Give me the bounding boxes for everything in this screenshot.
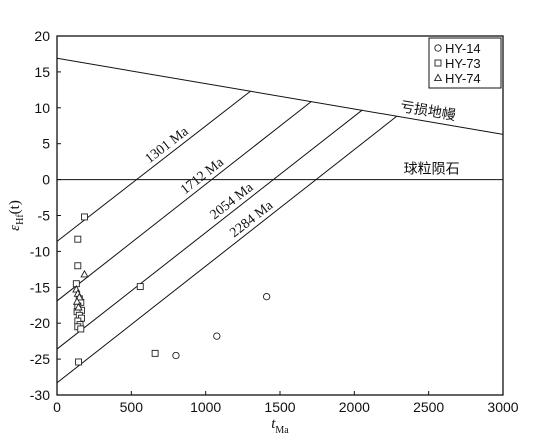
y-tick-label: 15 xyxy=(34,64,50,80)
legend-marker-square xyxy=(434,59,442,67)
circle-point xyxy=(172,351,180,360)
square-point xyxy=(81,213,88,221)
y-tick-label: 5 xyxy=(42,136,50,152)
x-tick-label: 1500 xyxy=(264,399,295,415)
x-tick-label: 500 xyxy=(120,399,144,415)
y-tick-label: -15 xyxy=(30,279,50,295)
x-axis: 0 500 1000 1500 2000 2500 3000 xyxy=(53,391,519,415)
x-tick-label: 2500 xyxy=(413,399,444,415)
legend-label: HY-14 xyxy=(445,41,481,56)
y-tick-label: -5 xyxy=(38,208,51,224)
y-tick-label: 20 xyxy=(34,28,50,44)
x-tick-label: 2000 xyxy=(339,399,370,415)
legend-marker-circle xyxy=(434,44,442,52)
square-point xyxy=(74,235,82,243)
crustal-evolution-line-2-label: 1301 Ma xyxy=(143,124,192,167)
square-point xyxy=(74,262,82,270)
legend-label: HY-73 xyxy=(445,56,481,71)
y-tick-label: 0 xyxy=(42,172,50,188)
x-axis-title: tMa xyxy=(271,416,289,434)
depleted-mantle-line xyxy=(57,57,503,135)
triangle-point xyxy=(80,269,89,278)
crustal-evolution-line-2 xyxy=(57,90,251,242)
triangle-point xyxy=(74,302,83,311)
x-tick-label: 0 xyxy=(53,399,61,415)
x-tick-label: 1000 xyxy=(190,399,221,415)
square-point xyxy=(151,349,159,357)
crustal-evolution-line-3 xyxy=(57,100,312,302)
y-tick-label: -20 xyxy=(30,315,50,331)
y-axis-title: εHf(t) xyxy=(7,200,26,231)
legend-label: HY-74 xyxy=(445,71,481,86)
square-point xyxy=(75,358,83,366)
crustal-evolution-line-3-label: 1712 Ma xyxy=(178,155,227,198)
square-point xyxy=(136,283,144,291)
y-axis: -30 -25 -20 -15 -10 -5 0 5 10 15 20 xyxy=(30,28,61,403)
plot-frame xyxy=(56,35,504,396)
depleted-mantle-line-label: 亏损地幔 xyxy=(399,99,457,124)
y-tick-label: -30 xyxy=(30,387,50,403)
square-point xyxy=(77,325,85,333)
y-tick-label: -25 xyxy=(30,351,50,367)
circle-point xyxy=(262,292,271,301)
y-tick-label: 10 xyxy=(34,100,50,116)
chondrite-line-label: 球粒陨石 xyxy=(404,162,460,178)
circle-point xyxy=(213,332,221,340)
crustal-evolution-line-5 xyxy=(57,116,397,384)
y-tick-label: -10 xyxy=(30,243,50,259)
legend-marker-triangle xyxy=(433,73,443,82)
x-tick-label: 3000 xyxy=(487,399,518,415)
crustal-evolution-line-4 xyxy=(57,109,363,350)
reference-lines xyxy=(57,57,503,384)
triangle-point xyxy=(72,297,82,305)
data-points xyxy=(72,213,271,366)
